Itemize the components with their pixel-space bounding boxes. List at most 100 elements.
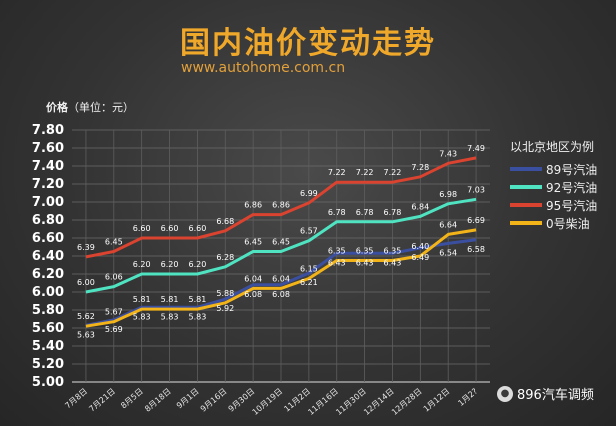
y-tick-label: 7.20	[32, 177, 64, 192]
data-label: 6.35	[356, 247, 374, 256]
data-label: 5.81	[161, 295, 179, 304]
y-tick-label: 6.00	[32, 285, 64, 300]
data-label: 6.60	[161, 224, 179, 233]
y-tick-label: 7.40	[32, 159, 64, 174]
y-tick-label: 7.00	[32, 195, 64, 210]
data-label: 7.28	[411, 163, 429, 172]
y-tick-label: 5.40	[32, 339, 64, 354]
data-label: 5.83	[188, 312, 206, 321]
data-label: 7.22	[356, 168, 374, 177]
data-label: 6.35	[328, 247, 346, 256]
data-label: 6.40	[411, 242, 429, 251]
data-label: 6.35	[384, 247, 402, 256]
legend-label-95: 95号汽油	[546, 198, 598, 213]
legend-swatch-diesel	[510, 221, 542, 225]
y-axis-unit-label: 价格（单位：元）	[46, 99, 134, 115]
x-tick-label: 1月12日	[422, 387, 452, 414]
data-label: 6.20	[133, 260, 151, 269]
data-label: 6.45	[272, 238, 290, 247]
data-label: 6.78	[328, 208, 346, 217]
watermark: ● 896汽车调频	[497, 384, 594, 403]
data-label: 6.78	[384, 208, 402, 217]
x-tick-label: 8月18日	[143, 387, 173, 414]
data-label: 6.86	[272, 201, 290, 210]
data-label: 6.49	[411, 253, 429, 262]
y-axis-unit: （单位：元）	[68, 101, 134, 114]
data-label: 6.68	[216, 217, 234, 226]
data-label: 6.20	[188, 260, 206, 269]
data-label: 6.45	[244, 238, 262, 247]
data-label: 6.04	[244, 274, 262, 283]
y-axis-label: 价格	[46, 101, 68, 114]
legend-title: 以北京地区为例	[510, 140, 595, 154]
legend-item-diesel: 0号柴油	[510, 214, 597, 232]
y-tick-label: 5.00	[32, 375, 64, 390]
data-label: 5.88	[216, 289, 234, 298]
data-label: 6.86	[244, 201, 262, 210]
data-label: 7.22	[328, 168, 346, 177]
data-label: 6.84	[411, 202, 429, 211]
data-label: 5.81	[133, 295, 151, 304]
data-label: 6.15	[300, 265, 318, 274]
y-tick-label: 7.80	[32, 123, 64, 138]
legend-swatch-92	[510, 185, 542, 189]
data-label: 6.06	[105, 273, 123, 282]
chart-title: 国内油价变动走势	[180, 26, 436, 61]
data-label: 6.00	[77, 278, 95, 287]
y-tick-label: 5.60	[32, 321, 64, 336]
x-tick-label: 9月16日	[199, 387, 229, 414]
data-label: 7.43	[439, 149, 457, 158]
legend-item-89: 89号汽油	[510, 160, 597, 178]
legend-item-92: 92号汽油	[510, 178, 597, 196]
data-label: 7.03	[467, 185, 485, 194]
y-tick-label: 7.60	[32, 141, 64, 156]
wechat-icon: ●	[497, 385, 513, 402]
data-label: 6.21	[300, 278, 318, 287]
watermark-text: 896汽车调频	[517, 388, 594, 403]
data-label: 5.83	[161, 312, 179, 321]
x-tick-label: 1月2?	[456, 387, 479, 408]
data-label: 6.43	[356, 258, 374, 267]
data-label: 6.60	[133, 224, 151, 233]
data-label: 6.54	[439, 248, 457, 257]
x-tick-label: 12月28日	[390, 387, 424, 417]
y-tick-label: 6.60	[32, 231, 64, 246]
y-tick-label: 6.80	[32, 213, 64, 228]
data-label: 6.43	[384, 258, 402, 267]
legend-label-89: 89号汽油	[546, 162, 598, 177]
x-tick-label: 8月5日	[119, 387, 145, 411]
data-label: 6.57	[300, 227, 318, 236]
legend-swatch-95	[510, 203, 542, 207]
data-label: 5.67	[105, 308, 123, 317]
chart-subtitle: www.autohome.com.cn	[181, 60, 346, 76]
data-label: 5.92	[216, 304, 234, 313]
legend-swatch-89	[510, 167, 542, 171]
data-label: 6.78	[356, 208, 374, 217]
data-label: 6.60	[188, 224, 206, 233]
y-tick-label: 5.80	[32, 303, 64, 318]
y-tick-label: 6.20	[32, 267, 64, 282]
data-label: 5.63	[77, 330, 95, 339]
data-label: 6.08	[272, 290, 290, 299]
data-label: 6.99	[300, 189, 318, 198]
legend-label-diesel: 0号柴油	[546, 216, 590, 231]
series-line-0	[85, 238, 477, 327]
data-label: 6.43	[328, 258, 346, 267]
x-tick-label: 7月21日	[87, 387, 117, 414]
data-label: 6.39	[77, 243, 95, 252]
x-tick-label: 10月19日	[251, 387, 285, 417]
legend-label-92: 92号汽油	[546, 180, 598, 195]
y-tick-label: 6.40	[32, 249, 64, 264]
data-label: 6.45	[105, 238, 123, 247]
data-label: 6.28	[216, 253, 234, 262]
data-label: 6.04	[272, 274, 290, 283]
x-tick-label: 7月8日	[63, 387, 89, 411]
legend-item-95: 95号汽油	[510, 196, 597, 214]
data-label: 5.83	[133, 312, 151, 321]
legend: 89号汽油 92号汽油 95号汽油 0号柴油	[510, 160, 597, 232]
data-label: 5.69	[105, 325, 123, 334]
series-line-2	[85, 156, 477, 259]
data-label: 5.62	[77, 312, 95, 321]
data-label: 6.98	[439, 190, 457, 199]
